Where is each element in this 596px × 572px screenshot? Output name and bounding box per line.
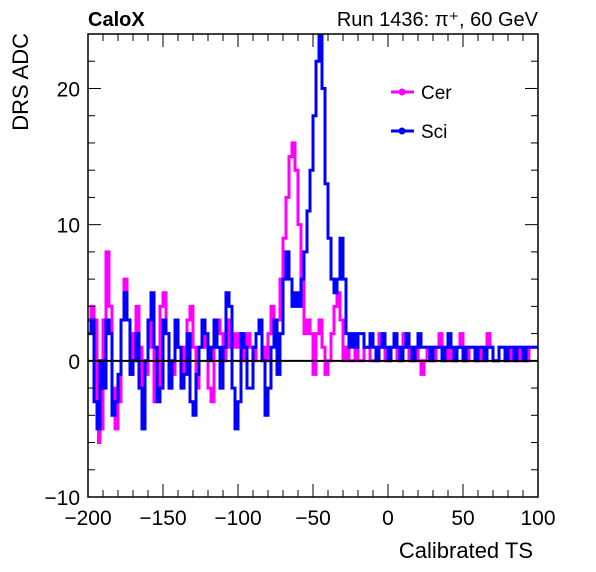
legend: Cer Sci — [391, 83, 452, 143]
y-tick-label: 10 — [57, 215, 80, 238]
y-tick-label: −10 — [44, 487, 80, 510]
run-info-label: Run 1436: π⁺, 60 GeV — [337, 9, 539, 31]
x-tick-label: −200 — [64, 507, 111, 530]
x-tick-label: −150 — [139, 507, 186, 530]
legend-label-cer: Cer — [421, 83, 452, 104]
legend-marker-cer — [398, 88, 406, 96]
legend-marker-sci — [398, 127, 406, 135]
experiment-label: CaloX — [88, 9, 145, 31]
legend-label-sci: Sci — [421, 122, 447, 143]
x-axis-label: Calibrated TS — [399, 538, 533, 563]
x-tick-label: 50 — [451, 507, 474, 530]
y-axis-label: DRS ADC — [8, 33, 33, 131]
x-tick-label: 0 — [382, 507, 394, 530]
x-tick-label: 100 — [520, 507, 555, 530]
y-tick-label: 20 — [57, 78, 80, 101]
x-tick-label: −100 — [214, 507, 261, 530]
x-tick-label: −50 — [295, 507, 331, 530]
plot-frame — [87, 33, 539, 498]
series-sci-line — [88, 34, 538, 431]
y-tick-label: 0 — [68, 351, 80, 374]
series-layer — [88, 34, 538, 444]
